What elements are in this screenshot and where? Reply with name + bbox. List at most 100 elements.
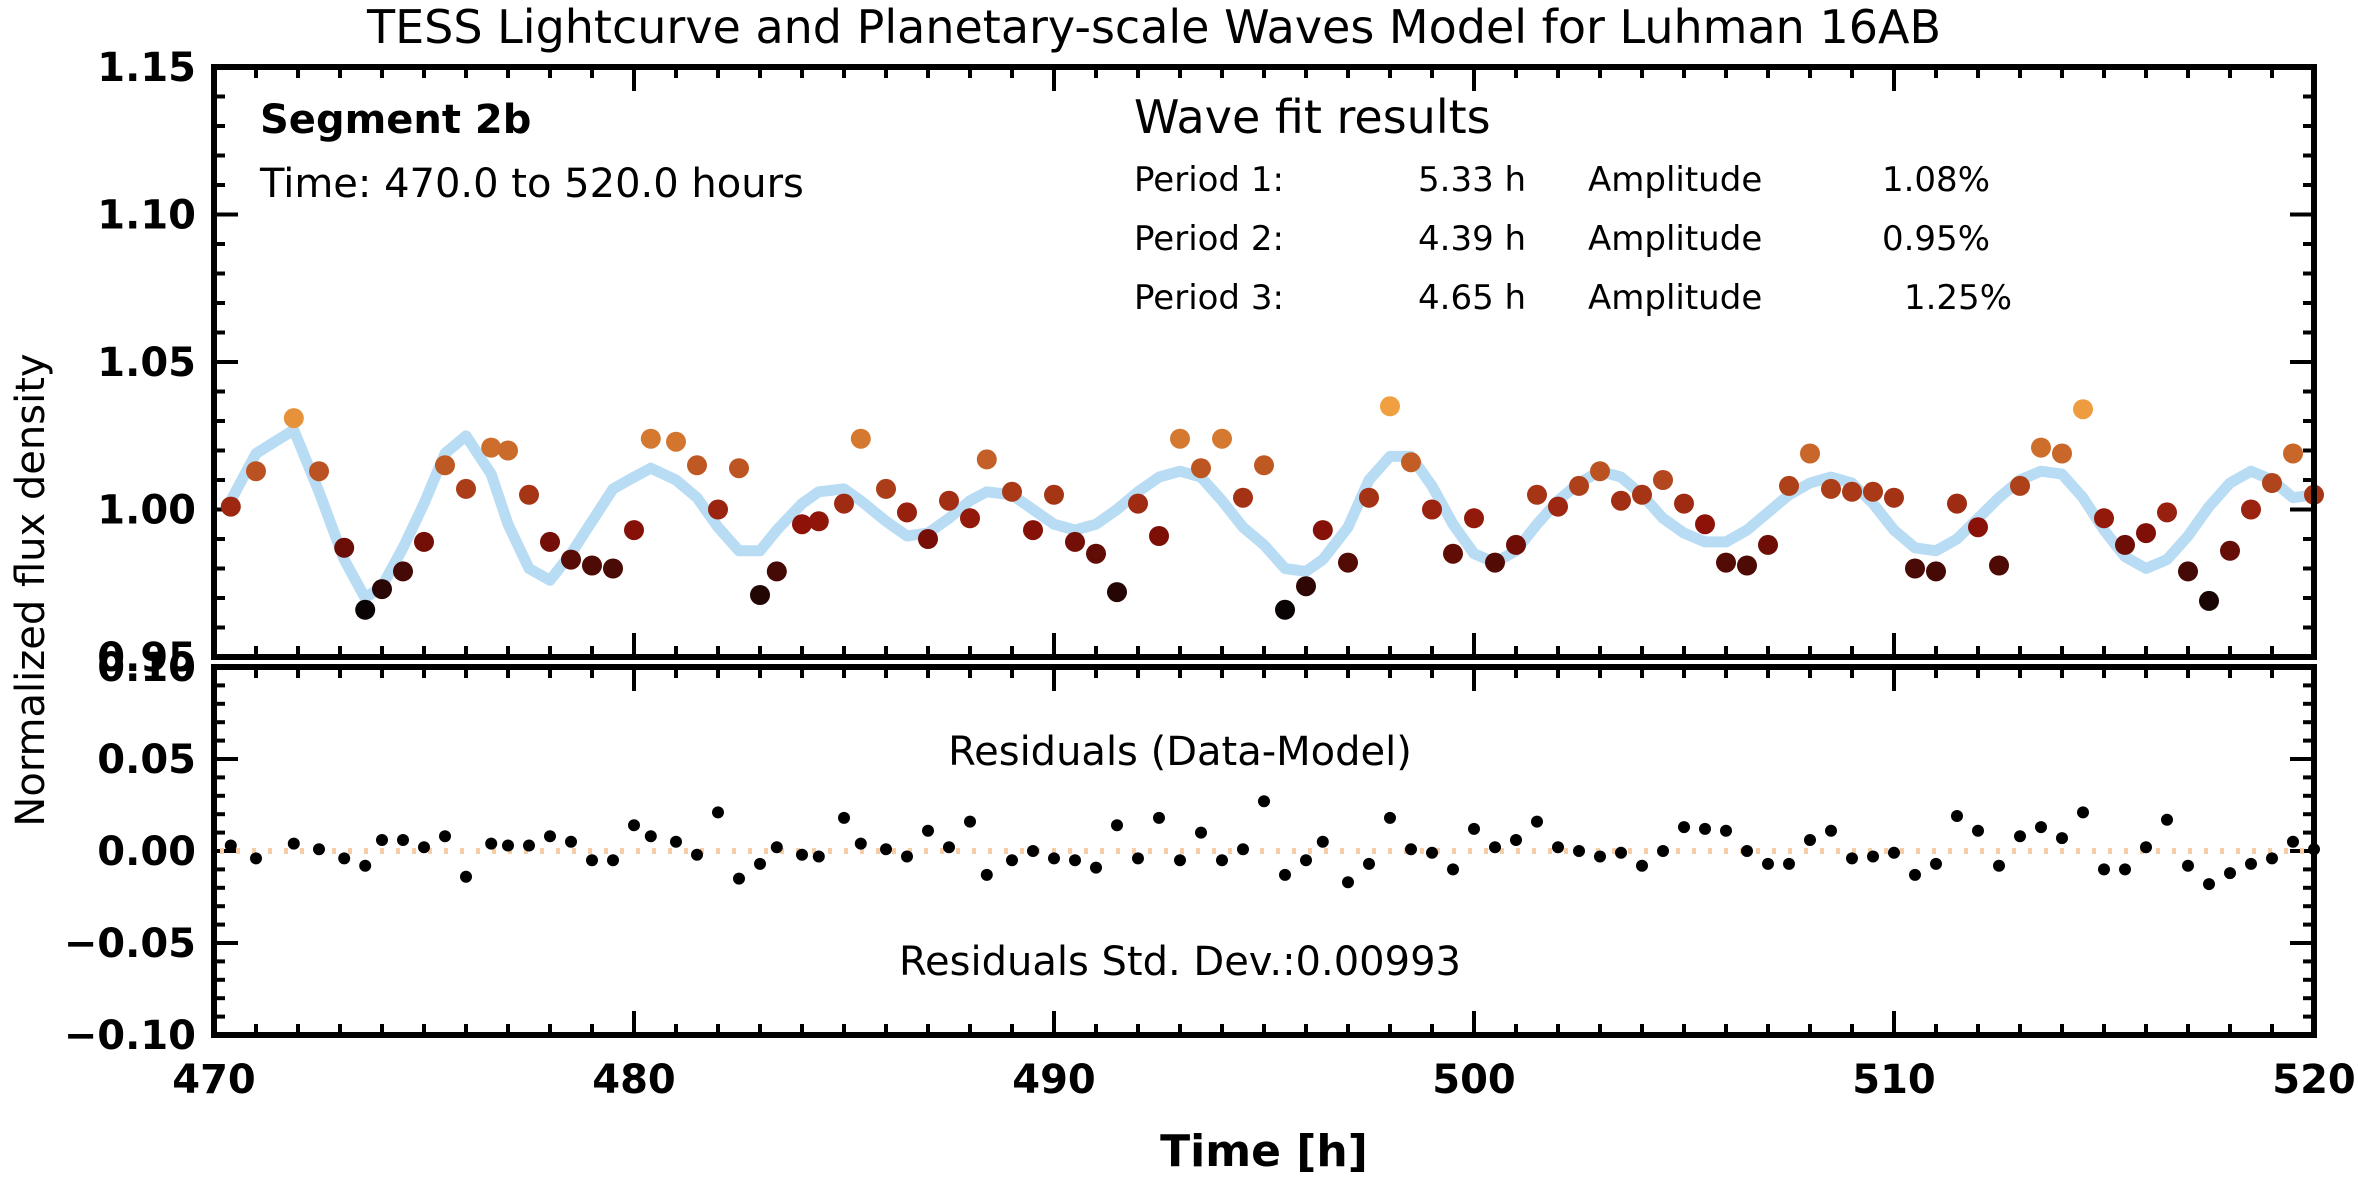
flux-point [456,478,476,499]
flux-point [1695,514,1715,535]
residual-point [2098,863,2110,876]
residual-point [796,848,808,861]
residual-point [565,835,577,848]
residual-point [1930,857,1942,870]
residual-point [1405,843,1417,856]
residual-points [224,795,2320,891]
residual-point [1846,852,1858,865]
flux-point [939,490,959,511]
lightcurve-frame [211,64,2317,660]
flux-point [283,408,304,429]
residual-point [1783,857,1795,870]
flux-point [1065,531,1085,552]
residual-point [1384,811,1396,824]
flux-point [1170,428,1190,449]
flux-point [850,428,871,449]
lightcurve-panel: 0.95 1.00 1.05 1.10 1.15 Segment 2b Time: 47… [97,45,2324,681]
x-tick-labels: 470 480 490 500 510 520 [172,1057,2356,1103]
residual-point [1552,841,1564,854]
residual-point [586,854,598,867]
flux-point [834,493,854,514]
flux-point [918,529,938,549]
residual-point [1363,857,1375,870]
flux-point [2010,475,2030,496]
flux-point [309,461,329,482]
y-tick-label: −0.10 [64,1013,196,1059]
flux-point [1149,526,1169,546]
wave-fit-results: Wave fit results Period 1: 5.33 h Amplit… [1134,90,2012,318]
y-tick-label: 1.15 [97,45,196,91]
residual-point [1090,861,1102,874]
flux-point [1002,481,1022,502]
residual-point [250,852,262,865]
residual-point [2245,857,2257,870]
flux-point [519,484,539,505]
wave-fit-heading: Wave fit results [1134,90,1491,144]
flux-point [1506,534,1526,555]
flux-point [1989,555,2009,576]
residual-point [1510,834,1522,846]
period-value: 4.65 h [1418,278,1526,318]
residual-point [854,837,867,850]
residual-point [691,848,703,861]
flux-point [481,437,502,458]
residual-point [1972,824,1984,837]
residual-point [1195,826,1207,839]
residual-panel: −0.10 −0.05 0.00 0.05 0.10 Residuals (Data-M… [64,645,2356,1103]
flux-point [1212,428,1232,449]
amplitude-value: 0.95% [1882,219,1990,259]
flux-point [1401,452,1421,473]
residual-point [2203,878,2215,891]
residual-frame [211,664,2317,1038]
flux-point [1485,552,1505,573]
y-tick-label: 0.95 [97,635,196,681]
flux-point [1464,508,1484,529]
residual-point [644,830,657,843]
flux-point [687,455,707,476]
residual-point [439,830,451,843]
segment-name: Segment 2b [260,97,531,143]
residual-point [1573,845,1585,857]
flux-point [876,478,896,499]
flux-point [960,508,980,529]
residual-point [1888,846,1900,859]
lightcurve-y-tick-labels: 0.95 1.00 1.05 1.10 1.15 [97,45,196,681]
residual-point [1174,854,1186,867]
residual-point [2014,830,2026,843]
residual-point [1909,868,1921,881]
residual-point [1951,810,1963,822]
residual-point [2266,852,2278,865]
residual-point [1111,819,1123,832]
residual-point [287,837,300,850]
flux-point [1968,517,1988,538]
residual-point [2161,813,2173,826]
flux-point [1590,461,1610,482]
x-tick-label: 470 [172,1057,256,1103]
residual-point [502,839,514,852]
residual-point [838,811,850,824]
flux-point [897,502,917,523]
residual-point [1993,859,2005,872]
residual-point [2140,841,2152,854]
flux-point [393,561,413,582]
residual-point [1615,846,1627,859]
y-tick-label: 1.00 [97,488,196,534]
residual-point [1657,845,1669,857]
residual-point [1741,845,1753,857]
residual-point [1300,854,1312,867]
residual-y-tick-labels: −0.10 −0.05 0.00 0.05 0.10 [64,645,196,1059]
flux-point [372,579,392,600]
residual-point [2119,863,2131,876]
residual-point [1027,845,1039,857]
flux-point [1800,443,1820,464]
period-value: 5.33 h [1418,160,1526,200]
residual-point [628,819,640,832]
flux-point [2283,443,2303,464]
period-label: Period 1: [1134,160,1284,200]
residual-point [1489,841,1501,854]
residual-point [964,815,976,828]
amplitude-label: Amplitude [1588,219,1762,259]
x-tick-label: 500 [1432,1057,1516,1103]
residual-point [2182,859,2194,872]
lightcurve-points [220,396,2324,620]
